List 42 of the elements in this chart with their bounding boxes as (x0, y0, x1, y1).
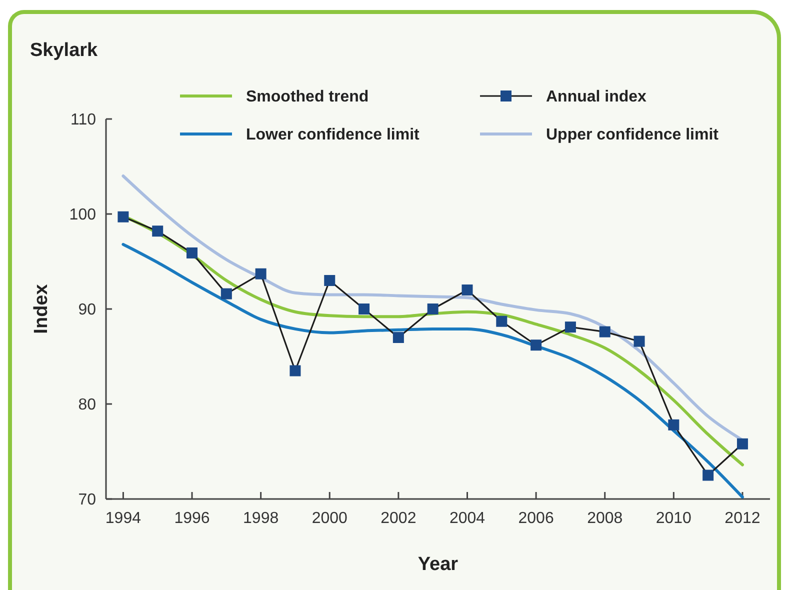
x-tick-label: 2008 (587, 510, 623, 527)
point (634, 336, 645, 347)
x-tick-label: 1998 (243, 510, 279, 527)
y-axis-title: Index (31, 284, 52, 334)
legend-label: Smoothed trend (246, 88, 369, 106)
point (255, 268, 266, 280)
point (530, 340, 542, 351)
x-tick-label: 2000 (312, 510, 348, 527)
legend-label: Lower confidence limit (246, 126, 420, 144)
point (702, 470, 714, 481)
legend-label: Annual index (546, 88, 647, 106)
point (290, 365, 301, 376)
point (564, 322, 576, 333)
point (220, 288, 232, 300)
y-tick-label: 80 (78, 396, 96, 414)
x-axis-title: Year (418, 554, 459, 575)
x-tick-label: 2002 (380, 510, 416, 527)
line-series (122, 242, 744, 499)
x-tick-label: 2004 (449, 510, 486, 527)
point (324, 275, 336, 286)
legend-label: Upper confidence limit (546, 126, 720, 144)
point (668, 419, 680, 430)
x-tick-label: 1996 (174, 510, 210, 527)
x-tick-label: 2012 (724, 510, 760, 527)
y-tick-label: 100 (69, 206, 96, 224)
x-tick-label: 2010 (656, 510, 692, 527)
y-tick-label: 90 (78, 302, 96, 319)
point (186, 247, 198, 258)
y-tick-label: 70 (78, 492, 96, 509)
point (462, 284, 473, 296)
point (152, 226, 164, 237)
point (496, 316, 508, 327)
point (118, 211, 129, 222)
x-tick-label: 2006 (518, 510, 554, 527)
point (358, 304, 370, 314)
point (736, 438, 748, 450)
point (427, 304, 438, 314)
y-tick-label: 110 (70, 112, 96, 129)
x-tick-label: 1994 (105, 510, 142, 527)
point (599, 326, 610, 338)
point (392, 332, 404, 343)
chart-title: Skylark (30, 40, 98, 61)
